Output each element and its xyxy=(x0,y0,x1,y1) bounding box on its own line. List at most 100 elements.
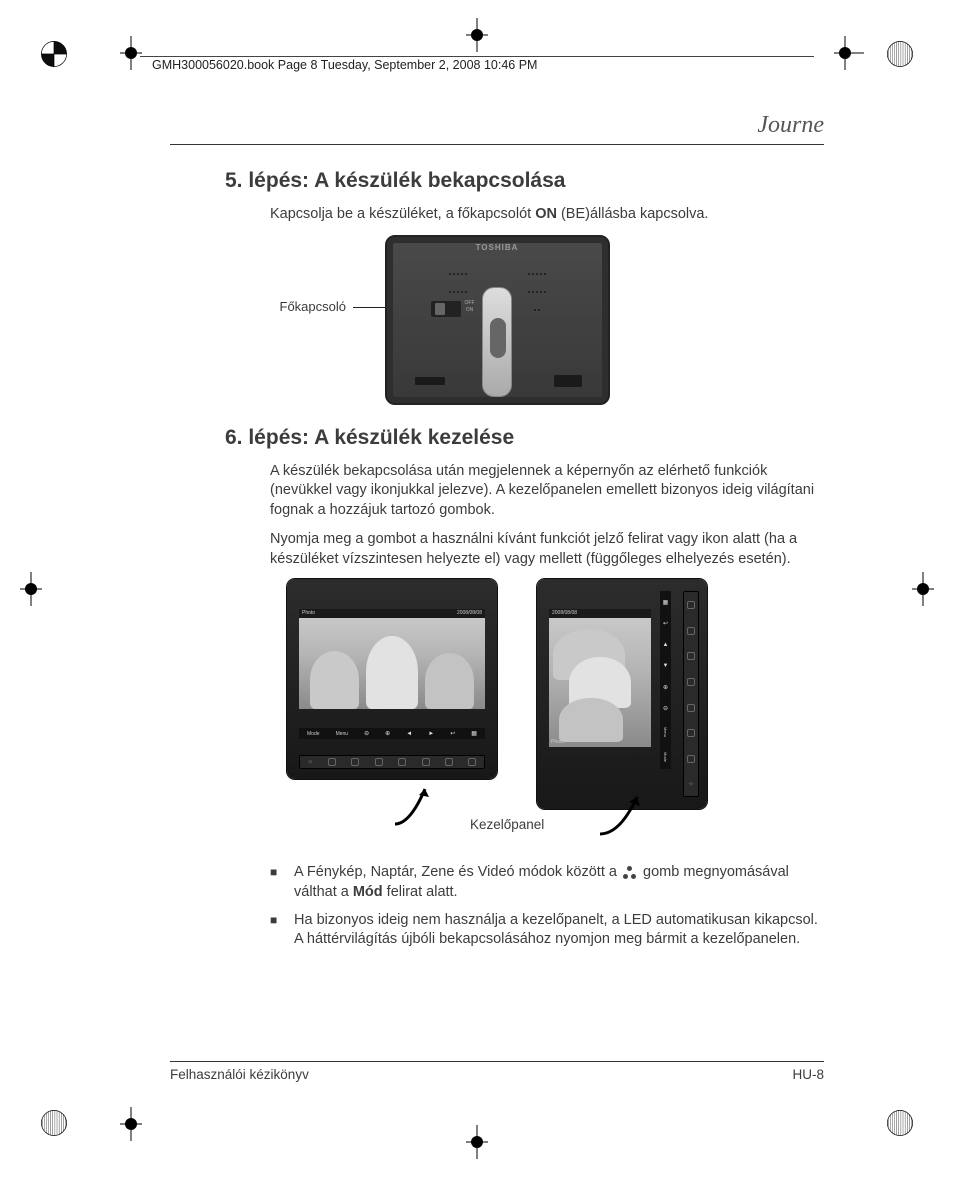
device-horizontal-illustration: Photo 2008/08/08 Mode Menu ⊖ ⊕ ◄ ► xyxy=(287,579,497,779)
figure-2-wrap: Photo 2008/08/08 Mode Menu ⊖ ⊕ ◄ ► xyxy=(170,579,824,849)
touch-button xyxy=(687,627,695,635)
touch-button xyxy=(422,758,430,766)
port-icon xyxy=(415,377,445,385)
figure-device-back: Főkapcsoló TOSHIBA OFF ON xyxy=(385,235,610,405)
speaker-grill-icon xyxy=(447,263,469,273)
figure-2-row: Photo 2008/08/08 Mode Menu ⊖ ⊕ ◄ ► xyxy=(170,579,824,809)
screen-mode-label: Photo xyxy=(551,739,564,745)
touch-panel-horizontal: ⁘ xyxy=(299,755,485,769)
device-stand-icon xyxy=(482,287,512,397)
switch-off-label: OFF xyxy=(465,300,475,307)
touch-button xyxy=(351,758,359,766)
speaker-grill-icon xyxy=(526,263,548,273)
zoom-in-icon: ⊕ xyxy=(663,684,668,691)
mode-button-icon: ⁘ xyxy=(308,759,313,766)
photo-placeholder xyxy=(549,618,651,746)
zoom-in-icon: ⊕ xyxy=(385,730,390,737)
touch-button xyxy=(375,758,383,766)
grid-icon: ▦ xyxy=(663,599,669,606)
content-top-rule xyxy=(170,144,824,145)
bullet1-bold: Mód xyxy=(353,884,383,900)
step5-text-pre: Kapcsolja be a készüléket, a főkapcsolót xyxy=(270,206,535,222)
return-icon: ↩ xyxy=(450,730,455,737)
softbar-menu-label: Menu xyxy=(336,731,349,737)
switch-labels: OFF ON xyxy=(465,300,475,314)
step5-text-bold: ON xyxy=(535,206,557,222)
callout-main-switch-label: Főkapcsoló xyxy=(280,299,346,314)
touch-button xyxy=(687,601,695,609)
touch-button xyxy=(687,678,695,686)
screen-topbar: 2008/08/08 xyxy=(549,609,651,618)
bullet-item-led-timeout: Ha bizonyos ideig nem használja a kezelő… xyxy=(270,911,824,950)
up-arrow-icon: ▲ xyxy=(663,642,669,648)
softbar-mode-label: Mode xyxy=(307,731,320,737)
callout-arrow-icon xyxy=(595,789,655,844)
callout-arrow-icon xyxy=(390,779,450,834)
softbar-mode-label: Mode xyxy=(663,752,668,762)
registration-mark-icon xyxy=(40,40,68,68)
content-area: Journe 5. lépés: A készülék bekapcsolása… xyxy=(170,120,824,958)
step6-heading: 6. lépés: A készülék kezelése xyxy=(225,426,824,450)
device-vertical-illustration: 2008/08/08 Photo ▦ ↩ ▲ ▼ ⊕ ⊖ xyxy=(537,579,707,809)
crop-mark-icon xyxy=(120,36,142,70)
footer-page-number: HU-8 xyxy=(792,1067,824,1082)
step6-paragraph-2: Nyomja meg a gombot a használni kívánt f… xyxy=(270,530,824,569)
touch-button xyxy=(398,758,406,766)
screen-date-label: 2008/08/08 xyxy=(457,610,482,617)
print-header-text: GMH300056020.book Page 8 Tuesday, Septem… xyxy=(152,58,537,72)
device-back-illustration: TOSHIBA OFF ON xyxy=(385,235,610,405)
mode-button-icon xyxy=(623,866,637,880)
bullet-list: A Fénykép, Naptár, Zene és Videó módok k… xyxy=(270,863,824,949)
touch-button xyxy=(687,652,695,660)
registration-mark-icon xyxy=(886,40,914,68)
down-arrow-icon: ▼ xyxy=(663,663,669,669)
registration-mark-icon xyxy=(40,1109,68,1137)
touch-button xyxy=(687,704,695,712)
footer-doc-title: Felhasználói kézikönyv xyxy=(170,1067,309,1082)
touch-button xyxy=(687,729,695,737)
card-slot-icon xyxy=(554,375,582,387)
return-icon: ↩ xyxy=(663,620,668,627)
brand-script-logo: Journe xyxy=(757,112,824,139)
page: GMH300056020.book Page 8 Tuesday, Septem… xyxy=(0,0,954,1177)
bullet1-pre: A Fénykép, Naptár, Zene és Videó módok k… xyxy=(294,864,621,880)
screen-date-label: 2008/08/08 xyxy=(552,610,577,617)
device-brand-label: TOSHIBA xyxy=(387,243,608,252)
crop-mark-icon xyxy=(466,1125,488,1159)
screen-horizontal: Photo 2008/08/08 xyxy=(299,609,485,708)
bullet-item-mode-switch: A Fénykép, Naptár, Zene és Videó módok k… xyxy=(270,863,824,902)
header-rule xyxy=(140,56,814,57)
crop-mark-icon xyxy=(834,36,864,70)
step5-text-post: (BE)állásba kapcsolva. xyxy=(557,206,709,222)
zoom-out-icon: ⊖ xyxy=(663,705,668,712)
touch-panel-vertical: ⁘ xyxy=(683,591,699,797)
grid-icon: ▦ xyxy=(471,730,477,737)
power-switch-icon xyxy=(431,301,461,317)
touch-button xyxy=(445,758,453,766)
step6-paragraph-1: A készülék bekapcsolása után megjelennek… xyxy=(270,462,824,521)
photo-placeholder xyxy=(299,618,485,708)
touch-button xyxy=(328,758,336,766)
touch-button xyxy=(687,755,695,763)
screen-topbar: Photo 2008/08/08 xyxy=(299,609,485,618)
footer-rule xyxy=(170,1061,824,1062)
switch-on-label: ON xyxy=(465,307,475,314)
zoom-out-icon: ⊖ xyxy=(364,730,369,737)
crop-mark-icon xyxy=(120,1107,142,1141)
control-panel-callout-label: Kezelőpanel xyxy=(470,817,544,832)
screen-vertical: 2008/08/08 Photo xyxy=(549,609,651,746)
figure-1-wrap: Főkapcsoló TOSHIBA OFF ON xyxy=(170,235,824,410)
onscreen-softbar-vertical: ▦ ↩ ▲ ▼ ⊕ ⊖ Menu Mode xyxy=(660,591,671,769)
registration-mark-icon xyxy=(886,1109,914,1137)
right-arrow-icon: ► xyxy=(428,731,434,737)
crop-mark-icon xyxy=(20,572,42,606)
softbar-menu-label: Menu xyxy=(663,727,668,737)
onscreen-softbar: Mode Menu ⊖ ⊕ ◄ ► ↩ ▦ xyxy=(299,728,485,739)
crop-mark-icon xyxy=(466,18,488,52)
left-arrow-icon: ◄ xyxy=(406,731,412,737)
step5-paragraph: Kapcsolja be a készüléket, a főkapcsolót… xyxy=(270,205,824,225)
step5-heading: 5. lépés: A készülék bekapcsolása xyxy=(225,169,824,193)
crop-mark-icon xyxy=(912,572,934,606)
touch-button xyxy=(468,758,476,766)
mode-button-icon: ⁘ xyxy=(688,781,693,788)
